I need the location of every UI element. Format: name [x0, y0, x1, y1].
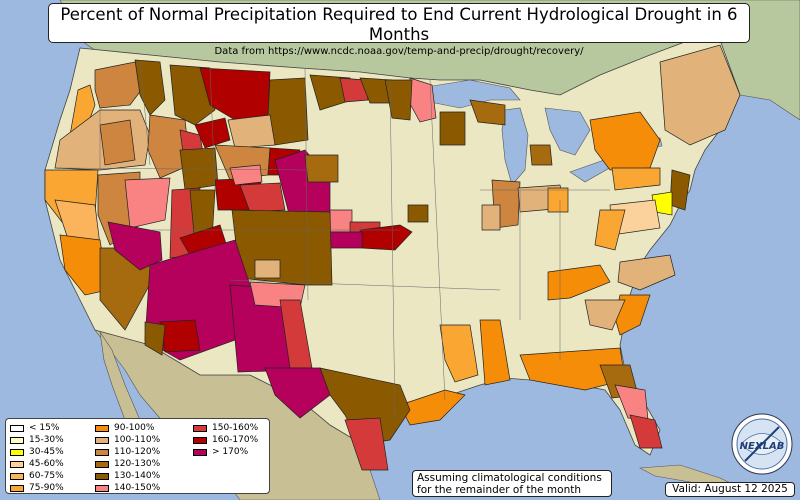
region-il-light: [481, 204, 501, 231]
logo-text: NEXLAB: [740, 441, 785, 452]
region-wi: [439, 111, 466, 146]
legend-item: 15-30%: [10, 434, 95, 446]
region-nv-pink: [124, 177, 171, 229]
legend-item: 30-45%: [10, 446, 95, 458]
state-borders: [59, 59, 610, 421]
region-gulf-orange: [519, 347, 626, 391]
region-tn: [547, 264, 611, 301]
legend-swatch: [10, 484, 24, 492]
region-ga-light: [584, 299, 626, 331]
legend-label: 60-75%: [29, 471, 64, 481]
legend-item: 60-75%: [10, 470, 95, 482]
legend-label: 110-120%: [114, 447, 161, 457]
lake-huron: [544, 107, 591, 156]
note-line-1: Assuming climatological conditions: [417, 472, 602, 484]
region-la-orange: [479, 319, 511, 386]
legend-swatch: [193, 424, 207, 432]
legend-swatch: [95, 460, 109, 468]
drought-regions: [44, 44, 741, 471]
note-line-2: for the remainder of the month: [417, 484, 582, 496]
climatology-note: Assuming climatological conditions for t…: [412, 470, 612, 497]
legend-swatch: [95, 448, 109, 456]
legend-item: 110-120%: [95, 446, 193, 458]
title-box: Percent of Normal Precipitation Required…: [48, 3, 750, 57]
legend-label: 150-160%: [212, 423, 259, 433]
region-oh-orange: [547, 187, 569, 213]
legend-label: 100-110%: [114, 435, 161, 445]
legend-item: 45-60%: [10, 458, 95, 470]
legend-label: 75-90%: [29, 483, 64, 493]
legend-swatch: [193, 436, 207, 444]
region-ms-al: [439, 324, 479, 383]
region-az-red: [159, 319, 201, 353]
lake-michigan: [501, 107, 529, 186]
legend-swatch: [10, 424, 24, 432]
legend-swatch: [10, 448, 24, 456]
legend-label: 120-130%: [114, 459, 161, 469]
legend-label: 160-170%: [212, 435, 259, 445]
legend: < 15% 15-30% 30-45% 45-60% 60-75% 75-90% 90-10…: [5, 418, 270, 494]
legend-label: 15-30%: [29, 435, 64, 445]
map-subtitle: Data from https://www.ncdc.noaa.gov/temp…: [214, 46, 584, 57]
region-mt-east: [267, 77, 309, 146]
region-pa-south: [611, 167, 661, 191]
region-mi-up: [469, 99, 506, 126]
region-co-south-brown: [231, 209, 333, 286]
region-fl-red: [629, 414, 663, 449]
legend-item: 140-150%: [95, 482, 193, 494]
legend-swatch: [95, 472, 109, 480]
region-new-england: [659, 44, 741, 146]
legend-item: < 15%: [10, 422, 95, 434]
legend-item: 130-140%: [95, 470, 193, 482]
legend-item: 160-170%: [193, 434, 273, 446]
legend-swatch: [95, 424, 109, 432]
region-ne-brown: [304, 154, 339, 183]
legend-label: 90-100%: [114, 423, 155, 433]
legend-label: 30-45%: [29, 447, 64, 457]
legend-label: > 170%: [212, 447, 249, 457]
legend-swatch: [10, 472, 24, 480]
region-ks-magenta: [329, 231, 363, 249]
region-mi-lower: [529, 144, 553, 166]
legend-swatch: [193, 448, 207, 456]
legend-swatch: [95, 484, 109, 492]
legend-swatch: [95, 436, 109, 444]
legend-swatch: [10, 460, 24, 468]
region-tx-trans-magenta: [264, 367, 331, 419]
legend-label: < 15%: [29, 423, 60, 433]
legend-item: > 170%: [193, 446, 273, 458]
region-co-pink: [229, 164, 263, 186]
region-id-south: [147, 114, 191, 179]
legend-item: 120-130%: [95, 458, 193, 470]
valid-date: Valid: August 12 2025: [665, 482, 795, 497]
legend-swatch: [10, 436, 24, 444]
region-nd-red: [339, 77, 369, 103]
region-va-orange: [594, 209, 626, 251]
region-mn-brown: [384, 79, 413, 121]
region-mt-light: [227, 114, 276, 149]
legend-item: 150-160%: [193, 422, 273, 434]
region-id-north: [134, 59, 166, 116]
lake-superior: [419, 79, 521, 109]
region-or-central: [99, 119, 136, 166]
region-co-red: [239, 182, 286, 213]
legend-item: 100-110%: [95, 434, 193, 446]
legend-item: 75-90%: [10, 482, 95, 494]
region-co-light: [254, 259, 281, 279]
region-ne-pink: [329, 209, 353, 233]
legend-label: 45-60%: [29, 459, 64, 469]
region-ia-brown: [407, 204, 429, 223]
legend-item: 90-100%: [95, 422, 193, 434]
legend-label: 140-150%: [114, 483, 161, 493]
region-nc: [617, 254, 676, 291]
region-tx-south-red: [344, 417, 389, 471]
region-tx-coast: [399, 389, 466, 426]
region-ca-central: [59, 234, 109, 296]
region-az-sw-brown: [144, 321, 166, 356]
map-title: Percent of Normal Precipitation Required…: [60, 5, 738, 44]
nexlab-logo-icon: NEXLAB: [731, 413, 793, 475]
legend-label: 130-140%: [114, 471, 161, 481]
